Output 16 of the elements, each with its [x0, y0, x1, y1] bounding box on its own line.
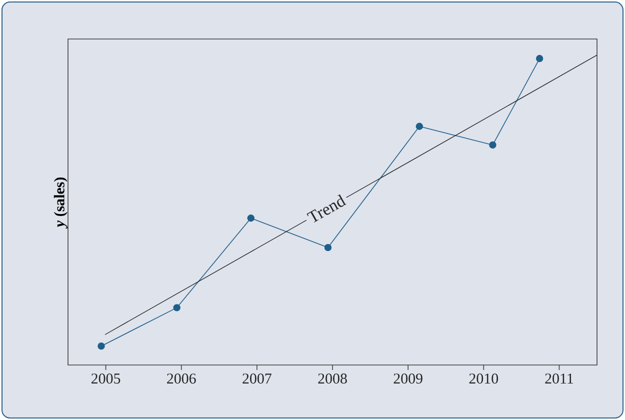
- x-tick-label: 2005: [92, 374, 120, 384]
- x-tick-label: 2011: [545, 374, 573, 384]
- point: [536, 54, 544, 62]
- point: [173, 304, 180, 312]
- point: [489, 141, 496, 149]
- point: [98, 342, 105, 350]
- x-tick-label: 2010: [469, 374, 498, 384]
- point: [247, 214, 254, 222]
- text: Trend: [306, 194, 346, 222]
- point: [324, 244, 332, 252]
- x-tick-label: 2008: [318, 374, 347, 384]
- x-tick-label: 2009: [394, 374, 422, 384]
- x-tick-label: 2007: [242, 374, 272, 384]
- x-tick-label: 2006: [167, 374, 196, 384]
- point: [416, 122, 424, 130]
- y-axis-title: y (sales): [54, 178, 68, 229]
